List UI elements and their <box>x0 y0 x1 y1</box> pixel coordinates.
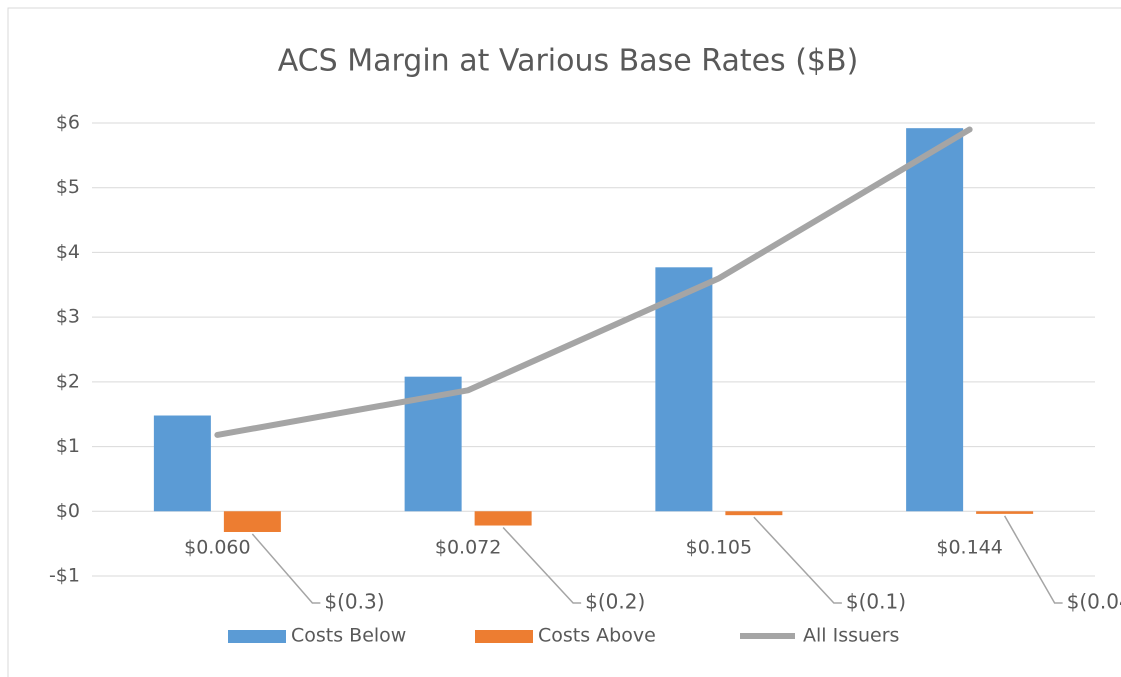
y-tick-label: $6 <box>56 112 80 134</box>
legend-swatch <box>475 630 533 643</box>
bar <box>153 415 211 512</box>
y-tick-label: $2 <box>56 370 80 392</box>
y-tick-label: -$1 <box>49 565 80 587</box>
x-tick-label: $0.060 <box>184 537 250 559</box>
line <box>214 126 973 438</box>
leader-line <box>502 527 582 604</box>
x-tick-label: $0.105 <box>686 537 752 559</box>
chart-border <box>7 7 1121 677</box>
x-tick-label: $0.144 <box>936 537 1002 559</box>
data-label: $(0.04) <box>1067 590 1121 614</box>
x-tick-label: $0.072 <box>435 537 501 559</box>
y-tick-label: $1 <box>56 435 80 457</box>
bar <box>655 267 713 512</box>
y-tick-label: $4 <box>56 241 80 263</box>
legend-label: Costs Below <box>291 625 406 647</box>
y-tick-label: $5 <box>56 176 80 198</box>
y-tick-label: $0 <box>56 500 80 522</box>
bar <box>725 511 783 516</box>
leader-line <box>753 516 842 604</box>
chart-title: ACS Margin at Various Base Rates ($B) <box>278 44 859 79</box>
bar <box>976 511 1034 514</box>
legend-label: Costs Above <box>538 625 656 647</box>
legend-label: All Issuers <box>803 625 899 647</box>
leader-line <box>1003 515 1063 604</box>
data-label: $(0.2) <box>585 590 645 614</box>
leader-line <box>251 533 321 604</box>
data-label: $(0.1) <box>846 590 906 614</box>
bar <box>474 511 532 526</box>
bar <box>223 511 281 532</box>
y-tick-label: $3 <box>56 306 80 328</box>
bar <box>906 128 964 512</box>
data-label: $(0.3) <box>324 590 384 614</box>
legend-swatch <box>228 630 286 643</box>
